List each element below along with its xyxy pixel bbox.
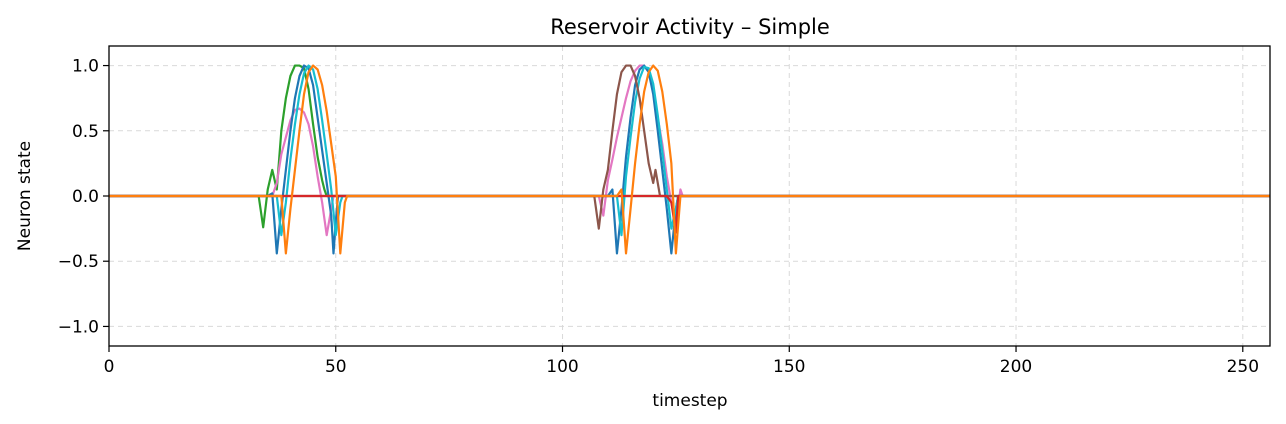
series-line-5 xyxy=(109,64,1270,230)
y-axis: −1.0 −0.5 0.0 0.5 1.0 xyxy=(58,57,109,337)
y-tick-label: 1.0 xyxy=(72,57,99,77)
x-tick-label: 250 xyxy=(1227,357,1259,377)
x-tick-label: 200 xyxy=(1000,357,1032,377)
x-tick-label: 50 xyxy=(325,357,347,377)
series-layer xyxy=(109,64,1270,255)
x-tick-label: 0 xyxy=(104,357,115,377)
series-line-7 xyxy=(109,64,1270,255)
x-axis: 0 50 100 150 200 250 xyxy=(104,346,1259,377)
y-tick-label: 0.5 xyxy=(72,122,99,142)
x-axis-label: timestep xyxy=(652,391,727,411)
y-axis-label: Neuron state xyxy=(15,141,35,251)
x-tick-label: 100 xyxy=(546,357,578,377)
y-tick-label: 0.0 xyxy=(72,187,99,207)
chart-title: Reservoir Activity – Simple xyxy=(550,15,830,39)
y-tick-label: −0.5 xyxy=(58,252,99,272)
y-tick-label: −1.0 xyxy=(58,317,99,337)
series-line-1 xyxy=(109,64,1270,229)
x-tick-label: 150 xyxy=(773,357,805,377)
